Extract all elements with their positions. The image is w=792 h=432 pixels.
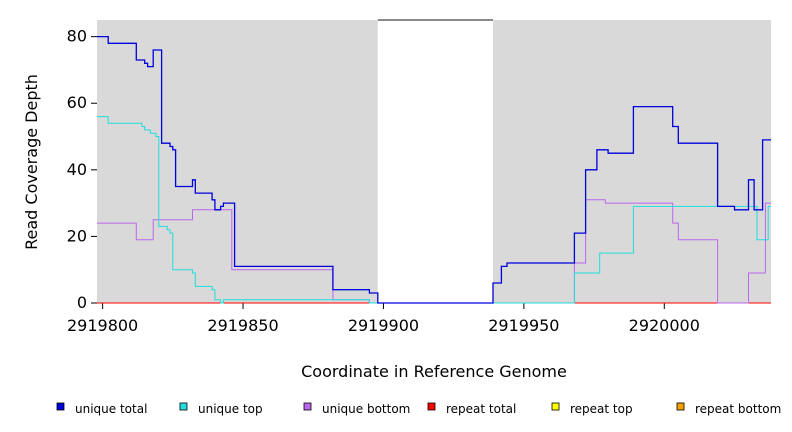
x-tick-label: 2919900 xyxy=(348,316,419,335)
legend-swatch xyxy=(551,402,560,411)
legend-label: unique bottom xyxy=(322,402,410,416)
legend-item-repeat-total: repeat total xyxy=(427,402,516,416)
y-tick-label: 40 xyxy=(67,160,87,179)
legend-item-unique-bottom: unique bottom xyxy=(303,402,410,416)
legend-swatch xyxy=(676,402,685,411)
y-tick-label: 60 xyxy=(67,93,87,112)
legend-label: repeat total xyxy=(446,402,516,416)
x-axis-label: Coordinate in Reference Genome xyxy=(301,362,567,381)
legend: unique total unique top unique bottom repea… xyxy=(56,402,781,416)
series-group xyxy=(97,35,771,304)
series-line-unique-total xyxy=(97,35,771,304)
covered-region-left xyxy=(97,20,378,303)
legend-swatch xyxy=(179,402,188,411)
y-tick-label: 20 xyxy=(67,226,87,245)
x-tick-label: 2919800 xyxy=(67,316,138,335)
legend-label: repeat top xyxy=(570,402,633,416)
legend-swatch xyxy=(303,402,312,411)
axes: 0 20 40 60 80 2919800 2919850 2919900 2919950 292… xyxy=(67,27,700,335)
y-tick-label: 0 xyxy=(77,293,87,312)
x-tick-label: 2919950 xyxy=(488,316,559,335)
uncovered-region xyxy=(377,20,493,303)
legend-label: repeat bottom xyxy=(695,402,781,416)
plot-background xyxy=(97,19,771,303)
legend-item-unique-total: unique total xyxy=(56,402,147,416)
legend-label: unique top xyxy=(198,402,263,416)
series-line-unique-top xyxy=(97,116,771,304)
legend-label: unique total xyxy=(75,402,147,416)
legend-item-unique-top: unique top xyxy=(179,402,263,416)
legend-swatch xyxy=(427,402,436,411)
x-tick-label: 2919850 xyxy=(207,316,278,335)
legend-item-repeat-top: repeat top xyxy=(551,402,633,416)
covered-region-right xyxy=(492,20,771,303)
legend-swatch xyxy=(56,402,65,411)
y-axis-label: Read Coverage Depth xyxy=(22,74,41,250)
legend-item-repeat-bottom: repeat bottom xyxy=(676,402,781,416)
y-tick-label: 80 xyxy=(67,27,87,46)
x-tick-label: 2920000 xyxy=(629,316,700,335)
